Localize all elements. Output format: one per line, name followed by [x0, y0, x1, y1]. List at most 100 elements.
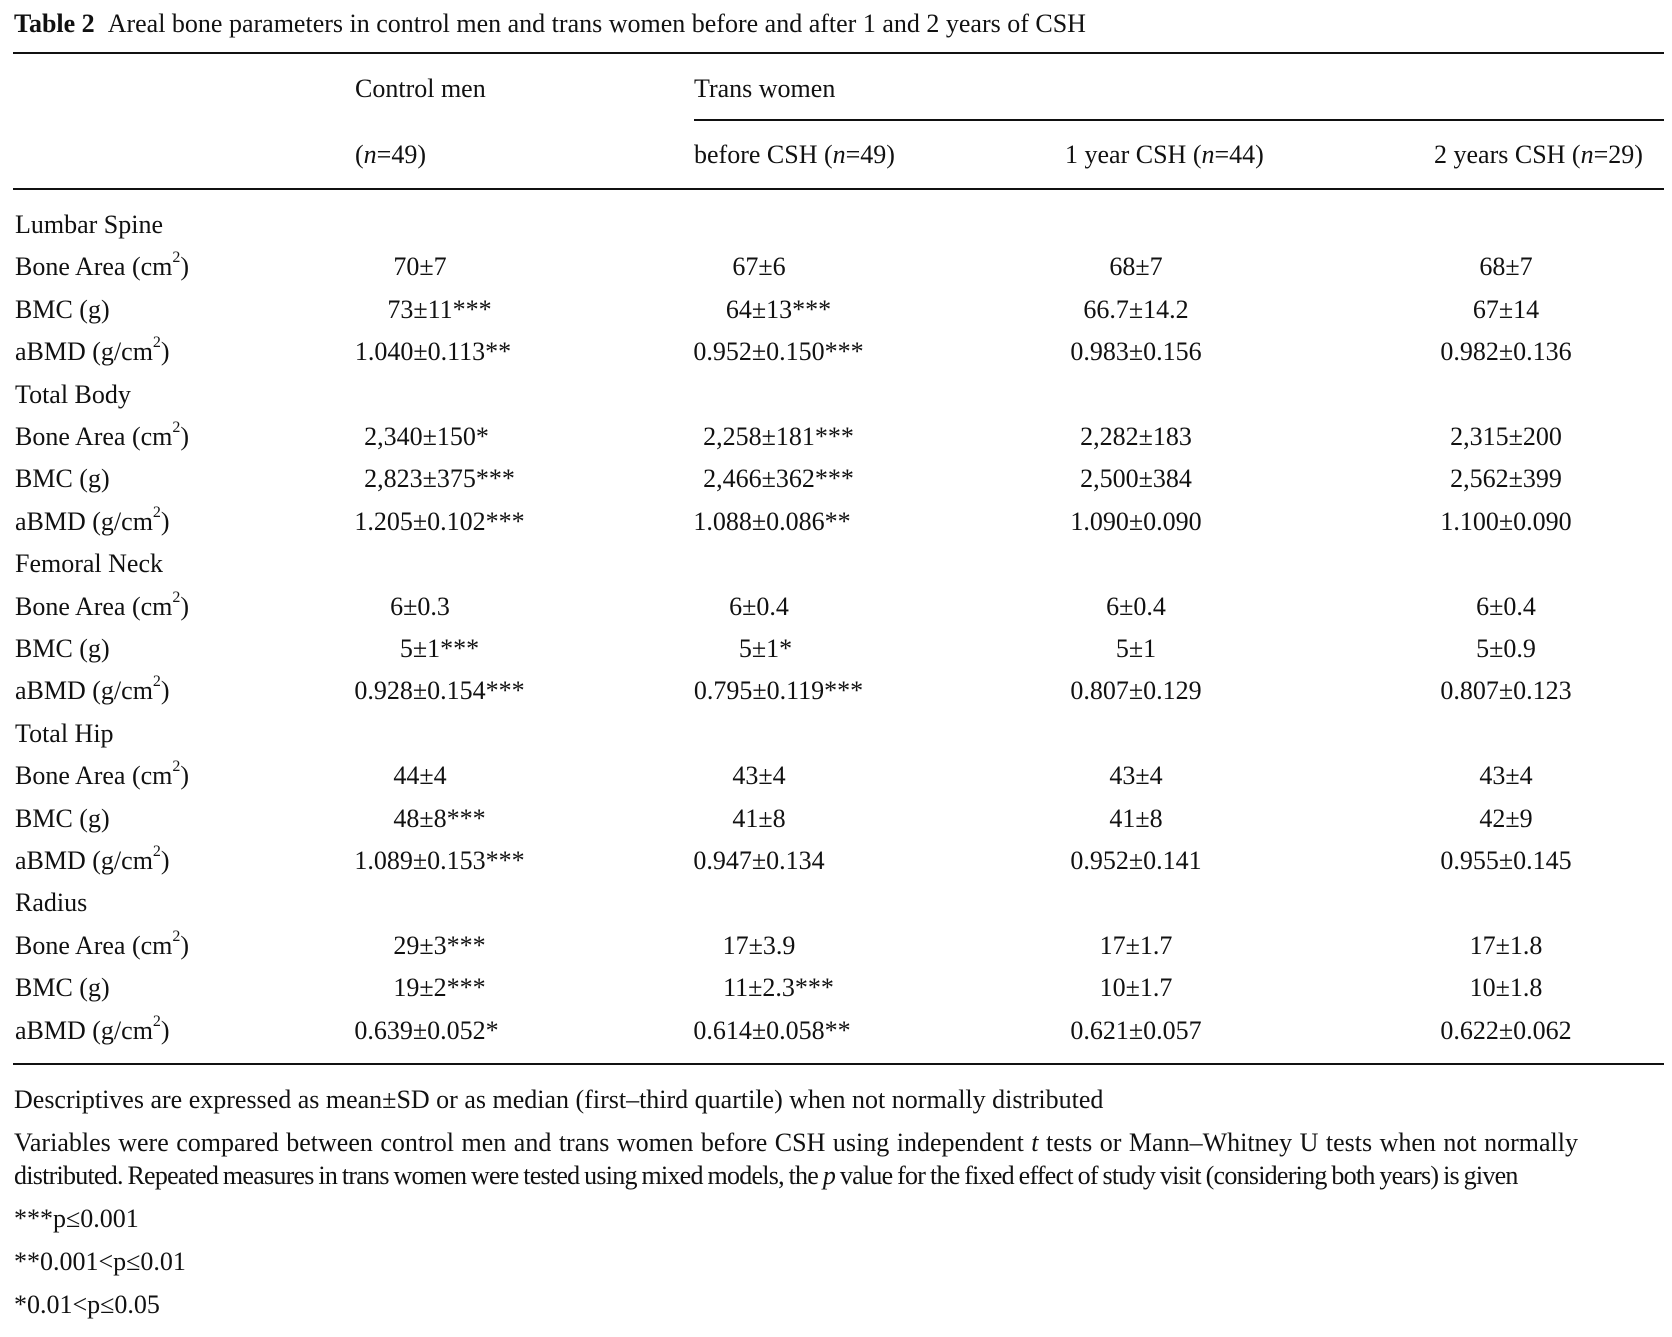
table-cell: 2,340±150*: [364, 422, 489, 451]
row-label: BMC (g): [15, 975, 110, 1001]
footnote-text: tests or Mann–Whitney U tests when not n…: [1038, 1128, 1579, 1157]
table-cell: 10±1.8: [1469, 973, 1543, 1003]
row-label-text: Bone Area (cm: [15, 930, 173, 960]
table-cell: 1.040±0.113**: [354, 337, 512, 367]
table-cell: 10±1.7: [1099, 973, 1173, 1003]
footnote-methods-line2: distributed. Repeated measures in trans …: [14, 1163, 1518, 1189]
table-cell: 0.639±0.052*: [354, 1015, 499, 1045]
table-cell: 0.621±0.057: [1070, 1015, 1202, 1045]
column-header: 1 year CSH (n=44): [1065, 142, 1264, 168]
table-cell: 0.807±0.123: [1440, 676, 1572, 706]
table-cell: 17±1.7: [1099, 930, 1173, 960]
row-label-text: BMC (g): [15, 294, 110, 324]
row-label-text: Bone Area (cm: [15, 252, 173, 282]
footnote-p: p: [822, 1161, 836, 1190]
table-cell: 2,500±384: [1080, 464, 1192, 494]
row-label: aBMD (g/cm2): [15, 674, 170, 704]
superscript: 2: [172, 588, 181, 606]
section-heading: Total Hip: [15, 718, 114, 748]
row-label-text: Bone Area (cm: [15, 591, 173, 621]
column-header: (n=49): [355, 142, 426, 168]
row-label-text: ): [180, 591, 190, 621]
superscript: 2: [152, 673, 161, 691]
table-cell: 67±6: [732, 252, 786, 282]
table-cell: 2,315±200: [1450, 422, 1562, 451]
column-header-n: n: [363, 140, 377, 169]
row-label-text: ): [180, 422, 190, 451]
row-label-text: ): [160, 846, 170, 875]
row-label: BMC (g): [15, 805, 110, 832]
row-label-text: BMC (g): [15, 464, 110, 494]
superscript: 2: [152, 503, 161, 521]
table-cell: 43±4: [1479, 761, 1533, 791]
table-cell: 17±3.9: [722, 930, 796, 960]
table-cell: 0.807±0.129: [1070, 676, 1202, 706]
table-cell: 0.928±0.154***: [354, 676, 525, 706]
row-label-text: aBMD (g/cm: [15, 506, 153, 536]
table-label: Table 2: [14, 9, 95, 38]
row-label-text: ): [180, 930, 190, 960]
header-trans-women: Trans women: [694, 74, 836, 103]
footnote-t: t: [1031, 1128, 1039, 1157]
header-bottom-rule: [13, 188, 1664, 190]
table-cell: 43±4: [732, 761, 786, 791]
table-cell: 41±8: [1109, 803, 1163, 833]
row-label: BMC (g): [15, 466, 110, 492]
row-label: Bone Area (cm2): [15, 250, 189, 282]
table-cell: 0.952±0.150***: [693, 337, 864, 367]
footnote-descriptives: Descriptives are expressed as mean±SD or…: [14, 1085, 1104, 1114]
table-cell: 6±0.4: [1476, 591, 1536, 621]
bottom-rule: [13, 1063, 1664, 1065]
row-label-text: aBMD (g/cm: [15, 337, 153, 367]
row-label-text: ): [180, 761, 190, 791]
superscript: 2: [152, 334, 161, 352]
table-cell: 66.7±14.2: [1083, 294, 1189, 324]
row-label-text: aBMD (g/cm: [15, 1015, 153, 1045]
table-cell: 6±0.4: [729, 591, 789, 621]
table-cell: 1.090±0.090: [1070, 506, 1202, 536]
section-heading: Lumbar Spine: [15, 210, 164, 239]
column-header-n: n: [832, 140, 846, 169]
superscript: 2: [172, 758, 181, 776]
row-label: aBMD (g/cm2): [15, 504, 170, 536]
top-rule: [13, 52, 1664, 54]
footnote-text: value for the fixed effect of study visi…: [835, 1161, 1519, 1190]
table-cell: 42±9: [1479, 803, 1533, 833]
table-cell: 29±3***: [393, 930, 486, 960]
section-heading: Total Body: [15, 379, 131, 409]
row-label-text: ): [160, 337, 170, 367]
row-label: BMC (g): [15, 294, 110, 324]
table-cell: 19±2***: [393, 973, 486, 1003]
table-cell: 2,823±375***: [364, 464, 515, 494]
section-heading: Femoral Neck: [15, 549, 164, 579]
superscript: 2: [172, 927, 181, 945]
table-cell: 0.955±0.145: [1440, 846, 1572, 875]
footnote-sig-1: *0.01<p≤0.05: [14, 1290, 160, 1319]
table-cell: 5±1: [1115, 634, 1157, 663]
row-label-text: ): [160, 1015, 170, 1045]
superscript: 2: [172, 249, 181, 267]
column-header-text: 1 year CSH (: [1065, 140, 1202, 169]
footnote-text: distributed. Repeated measures in trans …: [14, 1161, 823, 1190]
table-cell: 2,562±399: [1450, 464, 1562, 494]
table-cell: 1.100±0.090: [1440, 506, 1572, 536]
row-label: Bone Area (cm2): [15, 589, 190, 621]
row-label-text: Bone Area (cm: [15, 761, 173, 791]
column-header-text: =49): [845, 140, 895, 169]
column-header-text: =29): [1593, 140, 1643, 169]
table-cell: 6±0.3: [390, 591, 450, 621]
table-cell: 6±0.4: [1106, 591, 1166, 621]
table-cell: 0.795±0.119***: [693, 676, 864, 706]
table-cell: 68±7: [1109, 252, 1163, 282]
row-label: Bone Area (cm2): [15, 759, 190, 791]
table-cell: 0.622±0.062: [1440, 1015, 1572, 1045]
row-label-text: ): [160, 506, 170, 536]
column-header-text: before CSH (: [694, 140, 833, 169]
superscript: 2: [152, 843, 161, 860]
column-header: 2 years CSH (n=29): [1434, 142, 1643, 168]
row-label-text: BMC (g): [15, 634, 110, 663]
column-header-n: n: [1201, 140, 1215, 169]
footnote-sig-3: ***p≤0.001: [14, 1204, 139, 1233]
table-cell: 2,258±181***: [703, 422, 854, 451]
row-label: Bone Area (cm2): [15, 420, 190, 451]
